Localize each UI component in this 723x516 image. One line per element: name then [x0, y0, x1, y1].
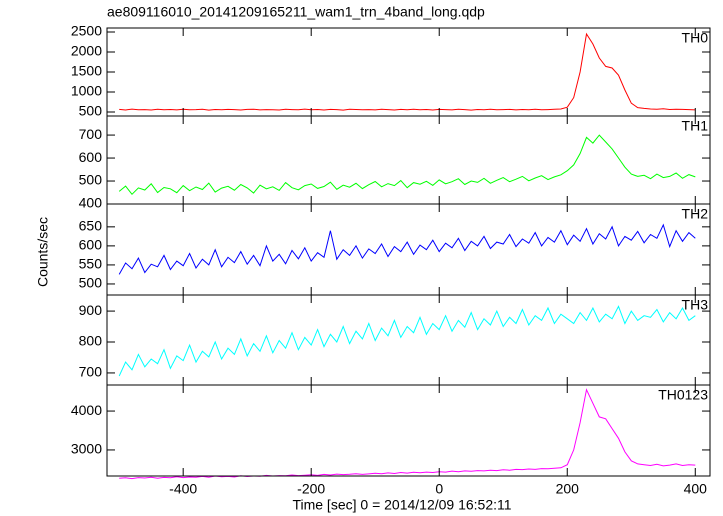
x-tick-label: 0: [435, 481, 443, 497]
x-tick-label: 200: [556, 481, 580, 497]
y-tick-label: 600: [79, 237, 103, 253]
panel-label: TH2: [682, 206, 709, 222]
panel-label: TH0123: [658, 387, 708, 403]
light-curve: [118, 134, 696, 196]
panel-frame: [106, 384, 711, 477]
panel-label: TH3: [682, 297, 709, 313]
chart-title: ae809116010_20141209165211_wam1_trn_4ban…: [107, 4, 485, 20]
y-axis-label: Counts/sec: [35, 217, 51, 287]
y-tick-label: 2500: [71, 23, 102, 39]
y-tick-label: 400: [79, 195, 103, 211]
light-curve: [119, 32, 696, 111]
light-curve: [118, 223, 696, 275]
y-tick-label: 1000: [71, 83, 102, 99]
y-tick-label: 3000: [71, 441, 102, 457]
x-tick-label: 400: [684, 481, 708, 497]
panel-frame: [106, 27, 711, 117]
y-tick-label: 500: [79, 172, 103, 188]
y-tick-label: 700: [79, 126, 103, 142]
y-tick-label: 4000: [71, 402, 102, 418]
panel-frame: [106, 203, 711, 296]
y-tick-label: 800: [79, 333, 103, 349]
y-tick-label: 500: [79, 103, 103, 119]
y-tick-label: 550: [79, 256, 103, 272]
y-tick-label: 900: [79, 302, 103, 318]
light-curve: [118, 305, 696, 377]
panel-label: TH1: [682, 118, 709, 134]
y-tick-label: 500: [79, 275, 103, 291]
light-curve: [119, 388, 696, 480]
x-tick-label: -200: [297, 481, 325, 497]
y-tick-label: 600: [79, 149, 103, 165]
panel-label: TH0: [682, 30, 709, 46]
y-tick-label: 650: [79, 218, 103, 234]
y-tick-label: 700: [79, 364, 103, 380]
x-axis-label: Time [sec] 0 = 2014/12/09 16:52:11: [292, 497, 511, 513]
x-tick-label: -400: [169, 481, 197, 497]
y-tick-label: 2000: [71, 43, 102, 59]
y-tick-label: 1500: [71, 63, 102, 79]
